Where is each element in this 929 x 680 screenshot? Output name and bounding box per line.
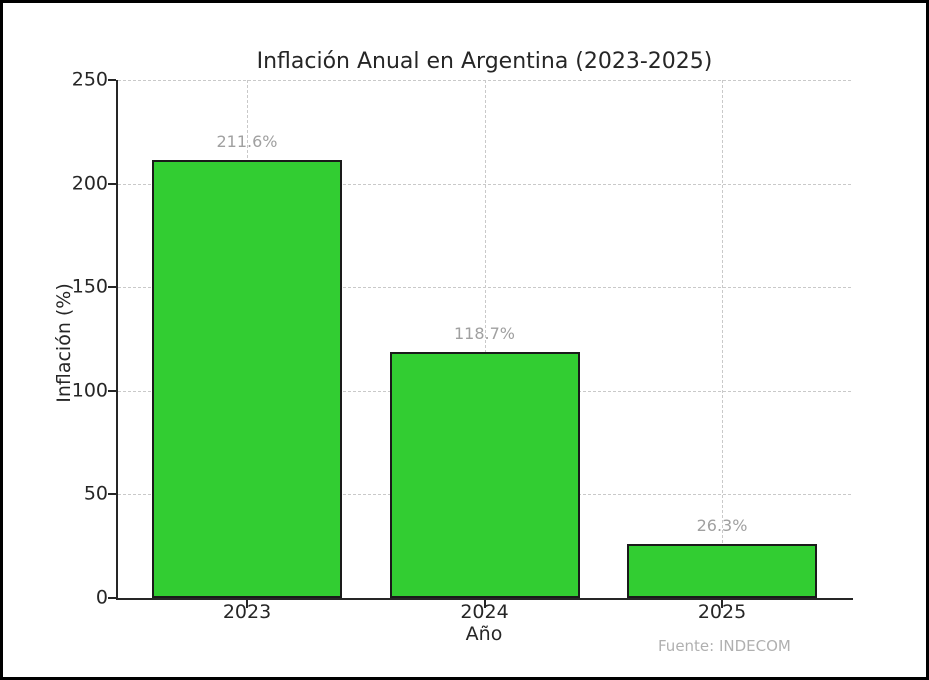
bar-value-label-2023: 211.6% (216, 131, 278, 151)
y-tick-label-100: 100 (71, 379, 108, 402)
y-tick-mark-200 (108, 182, 116, 185)
gridline-x-2024 (484, 80, 486, 598)
y-tick-label-200: 200 (71, 172, 108, 195)
y-tick-mark-100 (108, 389, 116, 392)
x-tick-label-2025: 2025 (697, 601, 747, 623)
y-axis-spine (116, 80, 118, 600)
y-tick-label-50: 50 (83, 482, 108, 505)
y-tick-label-150: 150 (71, 275, 108, 298)
y-tick-mark-0 (108, 597, 116, 599)
source-note: Fuente: INDECOM (658, 637, 791, 655)
x-axis-spine (116, 598, 853, 600)
x-tick-mark-2023 (246, 600, 248, 608)
plot-area: 211.6% 118.7% 26.3% (118, 80, 851, 598)
x-tick-label-2023: 2023 (222, 601, 272, 623)
bar-value-label-2024: 118.7% (453, 324, 515, 344)
x-tick-mark-2024 (483, 600, 486, 608)
bar-2024 (389, 352, 580, 598)
bar-2023 (152, 159, 342, 598)
y-tick-mark-150 (108, 286, 116, 289)
bar-2025 (627, 543, 817, 598)
x-tick-label-2024: 2024 (460, 601, 509, 623)
x-tick-mark-2025 (721, 600, 723, 608)
y-tick-mark-50 (108, 493, 116, 496)
y-tick-label-250: 250 (71, 68, 108, 91)
bar-value-label-2025: 26.3% (696, 515, 748, 535)
x-axis-label: Año (465, 623, 503, 645)
y-tick-label-0: 0 (95, 586, 108, 609)
gridline-x-2025 (722, 80, 723, 598)
y-tick-mark-250 (108, 79, 116, 81)
chart-title: Inflación Anual en Argentina (2023-2025) (256, 49, 713, 74)
